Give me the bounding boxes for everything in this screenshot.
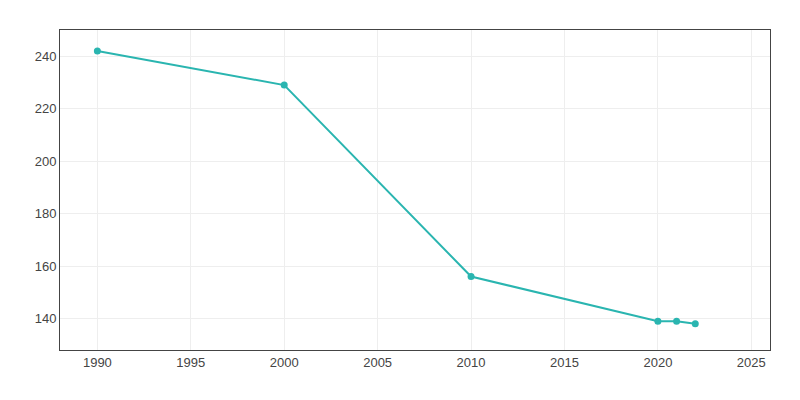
svg-text:2025: 2025 (737, 355, 766, 370)
svg-text:240: 240 (35, 49, 57, 64)
svg-text:200: 200 (35, 154, 57, 169)
svg-text:2015: 2015 (550, 355, 579, 370)
svg-text:2020: 2020 (643, 355, 672, 370)
svg-text:2010: 2010 (457, 355, 486, 370)
svg-text:1995: 1995 (176, 355, 205, 370)
svg-text:1990: 1990 (83, 355, 112, 370)
svg-text:180: 180 (35, 206, 57, 221)
svg-text:2005: 2005 (363, 355, 392, 370)
svg-text:140: 140 (35, 311, 57, 326)
svg-text:160: 160 (35, 259, 57, 274)
svg-text:2000: 2000 (270, 355, 299, 370)
svg-text:220: 220 (35, 101, 57, 116)
